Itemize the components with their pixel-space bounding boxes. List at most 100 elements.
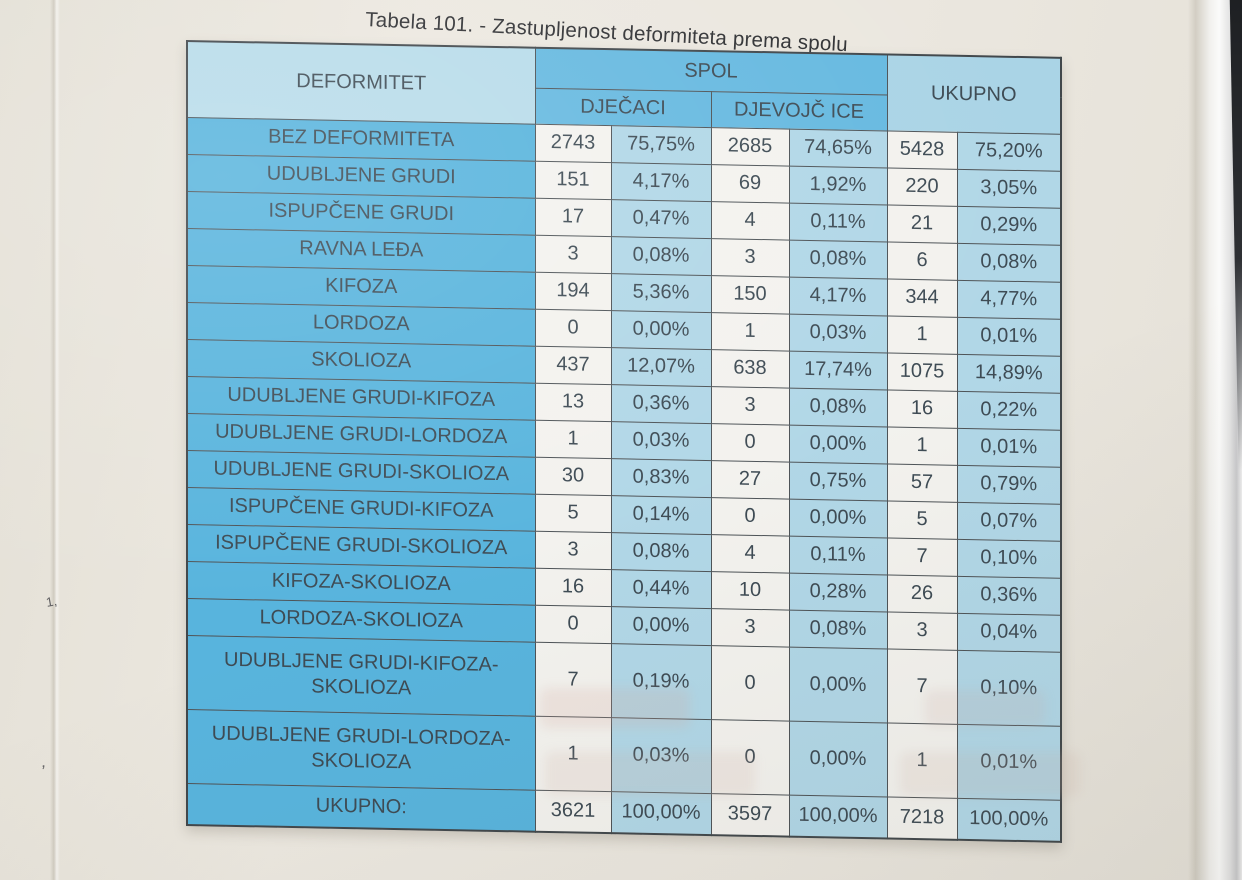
deformity-label-cell: UDUBLJENE GRUDI-KIFOZA- SKOLIOZA — [187, 635, 535, 716]
total-percent-cell: 0,07% — [957, 501, 1061, 541]
header-spol: SPOL — [535, 47, 887, 95]
total-percent-cell: 0,29% — [957, 205, 1061, 245]
total-count-cell: 1 — [887, 426, 957, 465]
girls-count-cell: 3 — [711, 238, 789, 277]
deformity-table: DEFORMITET SPOL UKUPNO DJEČACI DJEVOJČ I… — [186, 40, 1062, 843]
total-percent-cell: 0,36% — [957, 575, 1061, 615]
header-deformitet: DEFORMITET — [187, 41, 535, 124]
girls-percent-cell: 0,00% — [789, 424, 887, 464]
girls-percent-cell: 0,08% — [789, 387, 887, 427]
total-percent-cell: 0,10% — [957, 538, 1061, 578]
total-row-label: UKUPNO: — [187, 783, 535, 832]
total-percent-cell: 4,77% — [957, 279, 1061, 319]
total-count-cell: 1 — [887, 315, 957, 354]
boys-count-cell: 151 — [535, 160, 611, 200]
total-count-cell: 21 — [887, 204, 957, 243]
deformity-label-cell: UDUBLJENE GRUDI-LORDOZA- SKOLIOZA — [187, 709, 535, 790]
margin-mark: ’ — [40, 761, 46, 782]
total-count-cell: 5428 — [887, 130, 957, 169]
total-count-cell: 3 — [887, 611, 957, 650]
girls-count-cell: 0 — [711, 645, 789, 721]
header-ukupno: UKUPNO — [887, 54, 1061, 134]
total-count-cell: 7 — [887, 648, 957, 724]
total-percent-cell: 0,01% — [957, 723, 1061, 800]
overall-total-percent-cell: 100,00% — [957, 797, 1061, 842]
overall-total-count-cell: 7218 — [887, 796, 957, 840]
boys-percent-cell: 0,47% — [611, 199, 711, 239]
total-count-cell: 57 — [887, 463, 957, 502]
total-percent-cell: 0,10% — [957, 649, 1061, 726]
total-percent-cell: 3,05% — [957, 168, 1061, 208]
girls-percent-cell: 74,65% — [789, 128, 887, 168]
total-percent-cell: 14,89% — [957, 353, 1061, 393]
page-crease — [50, 0, 60, 880]
total-percent-cell: 0,04% — [957, 612, 1061, 652]
boys-percent-cell: 0,44% — [611, 569, 711, 609]
boys-count-cell: 17 — [535, 197, 611, 237]
girls-count-cell: 3 — [711, 608, 789, 647]
total-count-cell: 1 — [887, 722, 957, 798]
girls-percent-cell: 0,08% — [789, 239, 887, 279]
boys-count-cell: 194 — [535, 271, 611, 311]
total-count-cell: 7 — [887, 537, 957, 576]
girls-count-cell: 4 — [711, 201, 789, 240]
boys-percent-cell: 5,36% — [611, 273, 711, 313]
boys-percent-cell: 0,08% — [611, 532, 711, 572]
boys-percent-cell: 0,08% — [611, 236, 711, 276]
boys-count-cell: 1 — [535, 419, 611, 459]
boys-percent-cell: 75,75% — [611, 125, 711, 165]
girls-percent-cell: 0,11% — [789, 535, 887, 575]
margin-mark: 1, — [44, 593, 59, 610]
girls-percent-cell: 0,00% — [789, 720, 887, 797]
boys-percent-cell: 0,36% — [611, 384, 711, 424]
boys-total-percent-cell: 100,00% — [611, 791, 711, 836]
boys-percent-cell: 0,00% — [611, 606, 711, 646]
girls-count-cell: 2685 — [711, 127, 789, 166]
girls-percent-cell: 0,00% — [789, 498, 887, 538]
boys-count-cell: 1 — [535, 715, 611, 792]
boys-count-cell: 437 — [535, 345, 611, 385]
total-count-cell: 16 — [887, 389, 957, 428]
girls-percent-cell: 17,74% — [789, 350, 887, 390]
girls-count-cell: 27 — [711, 460, 789, 499]
girls-total-percent-cell: 100,00% — [789, 794, 887, 839]
boys-percent-cell: 0,83% — [611, 458, 711, 498]
boys-count-cell: 5 — [535, 493, 611, 533]
boys-count-cell: 13 — [535, 382, 611, 422]
boys-percent-cell: 0,00% — [611, 310, 711, 350]
girls-percent-cell: 0,75% — [789, 461, 887, 501]
total-percent-cell: 0,22% — [957, 390, 1061, 430]
girls-count-cell: 0 — [711, 719, 789, 795]
girls-percent-cell: 0,03% — [789, 313, 887, 353]
girls-total-count-cell: 3597 — [711, 793, 789, 837]
header-djevojcice: DJEVOJČ ICE — [711, 91, 887, 131]
boys-percent-cell: 0,03% — [611, 717, 711, 794]
girls-count-cell: 0 — [711, 497, 789, 536]
total-percent-cell: 75,20% — [957, 131, 1061, 171]
girls-count-cell: 150 — [711, 275, 789, 314]
total-percent-cell: 0,01% — [957, 427, 1061, 467]
total-count-cell: 344 — [887, 278, 957, 317]
girls-percent-cell: 0,28% — [789, 572, 887, 612]
girls-count-cell: 4 — [711, 534, 789, 573]
girls-count-cell: 3 — [711, 386, 789, 425]
girls-count-cell: 69 — [711, 164, 789, 203]
boys-count-cell: 3 — [535, 530, 611, 570]
boys-count-cell: 0 — [535, 308, 611, 348]
total-count-cell: 26 — [887, 574, 957, 613]
girls-percent-cell: 0,08% — [789, 609, 887, 649]
boys-count-cell: 3 — [535, 234, 611, 274]
girls-count-cell: 1 — [711, 312, 789, 351]
boys-count-cell: 30 — [535, 456, 611, 496]
girls-percent-cell: 0,11% — [789, 202, 887, 242]
boys-percent-cell: 0,14% — [611, 495, 711, 535]
boys-percent-cell: 0,03% — [611, 421, 711, 461]
boys-count-cell: 0 — [535, 604, 611, 644]
girls-count-cell: 638 — [711, 349, 789, 388]
boys-count-cell: 16 — [535, 567, 611, 607]
header-djecaci: DJEČACI — [535, 87, 711, 128]
total-count-cell: 1075 — [887, 352, 957, 391]
girls-count-cell: 0 — [711, 423, 789, 462]
total-percent-cell: 0,01% — [957, 316, 1061, 356]
